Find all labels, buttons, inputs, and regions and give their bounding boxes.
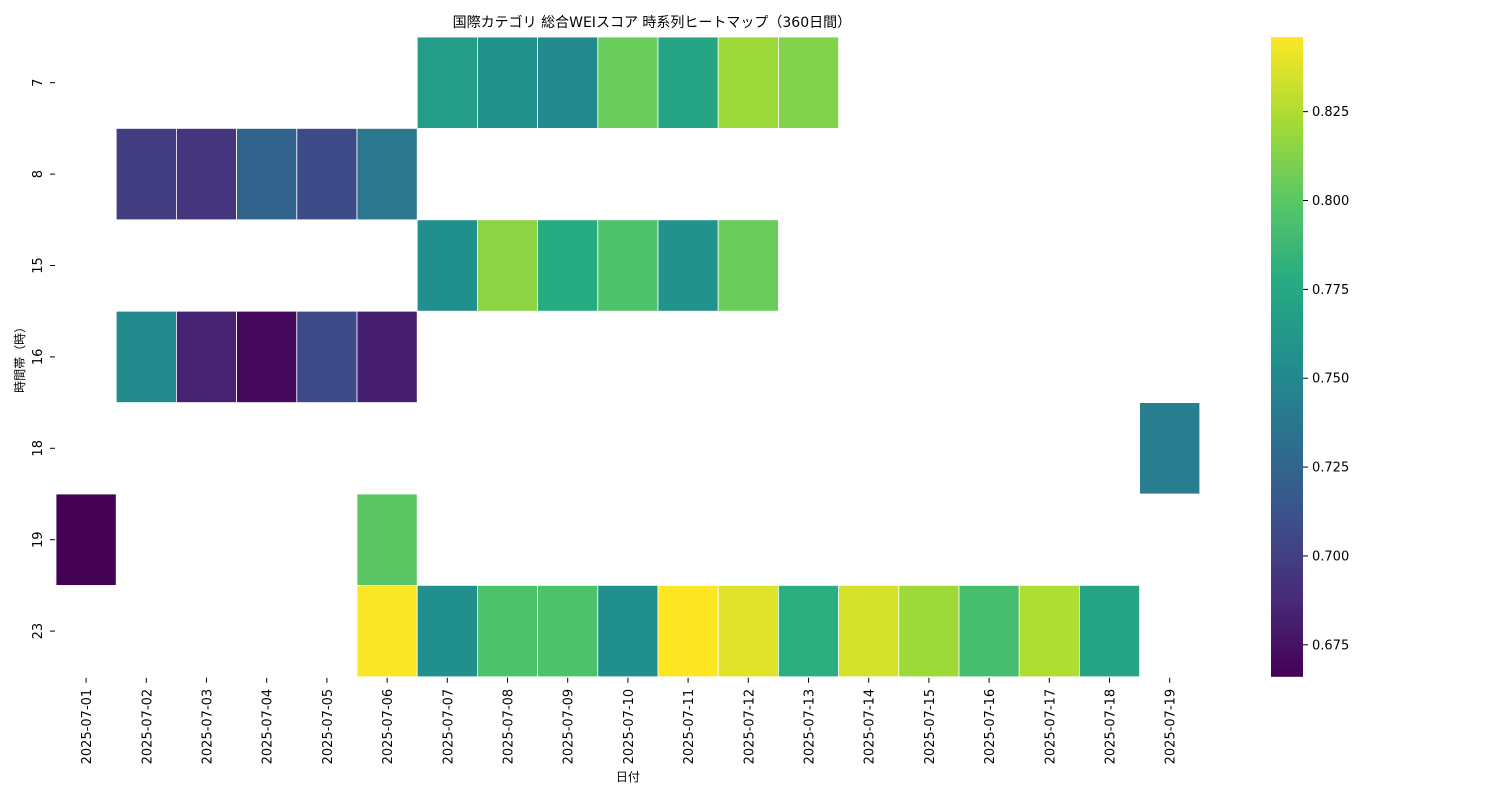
heatmap-cell [717,585,779,678]
y-axis-label: 時間帯（時） [13,321,27,393]
heatmap-cell [657,36,719,129]
heatmap-cell [657,585,719,678]
heatmap-cells [55,36,1201,678]
colorbar-tick-label: 0.775 [1312,283,1349,298]
heatmap-cell [115,310,177,404]
x-tick-label: 2025-07-14 [863,689,878,765]
heatmap-cell [356,585,418,678]
heatmap-cell [356,127,418,221]
x-tick-label: 2025-07-05 [321,689,336,765]
heatmap-cell [1018,585,1080,678]
x-tick-label: 2025-07-09 [562,689,577,765]
heatmap-cell [356,310,418,404]
x-tick-label: 2025-07-13 [803,689,818,765]
chart-title: 国際カテゴリ 総合WEIスコア 時系列ヒートマップ（360日間） [453,14,851,31]
y-tick-label: 19 [31,531,46,548]
x-tick-label: 2025-07-06 [381,689,396,765]
y-tick-label: 18 [31,440,46,457]
heatmap-cell [537,585,599,678]
colorbar-tick-label: 0.675 [1312,638,1349,653]
heatmap-cell [537,219,599,312]
heatmap-cell [537,36,599,129]
heatmap-cell [838,585,900,678]
y-tick-label: 15 [31,257,46,274]
x-tick-label: 2025-07-08 [502,689,517,765]
heatmap-cell [236,310,298,404]
colorbar-ticks: 0.675 0.700 0.725 0.750 0.775 0.800 0.825 [1303,105,1349,653]
heatmap-cell [958,585,1020,678]
heatmap-cell [597,36,659,129]
colorbar-tick-label: 0.750 [1312,372,1349,387]
x-tick-label: 2025-07-17 [1043,689,1058,765]
colorbar-tick-label: 0.800 [1312,194,1349,209]
heatmap-cell [175,310,237,404]
heatmap-cell [717,219,779,312]
heatmap-cell [236,127,298,221]
heatmap-cell [175,127,237,221]
heatmap-cell [476,585,538,678]
colorbar-tick-label: 0.700 [1312,549,1349,564]
heatmap-cell [717,36,779,129]
x-axis-ticks: 2025-07-01 2025-07-02 2025-07-03 2025-07-04… [80,677,1179,765]
heatmap-cell [115,127,177,221]
heatmap-cell [416,36,478,129]
heatmap-cell [416,219,478,312]
x-tick-label: 2025-07-04 [261,689,276,765]
heatmap-cell [476,219,538,312]
heatmap-cell [597,585,659,678]
colorbar-tick-label: 0.825 [1312,105,1349,120]
x-tick-label: 2025-07-07 [441,689,456,765]
y-tick-label: 23 [31,623,46,640]
colorbar-tick-label: 0.725 [1312,461,1349,476]
heatmap-cell [597,219,659,312]
heatmap-cell [356,493,418,586]
heatmap-cell [778,36,840,129]
heatmap-cell [1139,402,1201,495]
y-tick-label: 16 [31,349,46,366]
x-tick-label: 2025-07-01 [80,689,95,765]
x-tick-label: 2025-07-10 [622,689,637,765]
heatmap-cell [657,219,719,312]
colorbar [1271,37,1303,677]
x-tick-label: 2025-07-03 [201,689,216,765]
heatmap-cell [476,36,538,129]
heatmap-cell [416,585,478,678]
x-tick-label: 2025-07-18 [1104,689,1119,765]
heatmap-cell [778,585,840,678]
x-tick-label: 2025-07-11 [682,689,697,765]
heatmap-cell [898,585,960,678]
y-tick-label: 8 [31,170,46,178]
heatmap-cell [296,127,358,221]
heatmap-cell [55,493,117,586]
heatmap-cell [1079,585,1141,678]
x-axis-label: 日付 [616,770,640,784]
x-tick-label: 2025-07-19 [1164,689,1179,765]
y-axis-ticks: 7 8 15 16 18 19 23 [31,79,55,640]
x-tick-label: 2025-07-16 [983,689,998,765]
x-tick-label: 2025-07-02 [140,689,155,765]
y-tick-label: 7 [31,79,46,87]
heatmap-cell [296,310,358,404]
x-tick-label: 2025-07-12 [742,689,757,765]
x-tick-label: 2025-07-15 [923,689,938,765]
